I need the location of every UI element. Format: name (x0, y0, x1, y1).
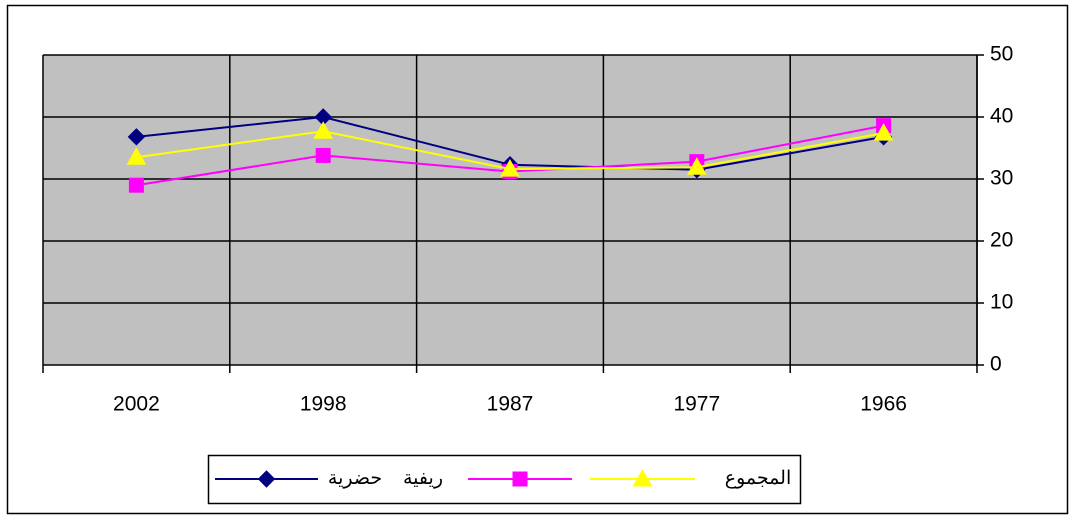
marker (313, 121, 334, 139)
marker (873, 123, 894, 141)
y-tick-label: 20 (990, 229, 1013, 252)
legend-label: حضرية (328, 468, 382, 489)
y-tick-label: 50 (990, 43, 1013, 66)
y-tick-label: 30 (990, 167, 1013, 190)
legend-label: ريفية (403, 468, 443, 489)
legend-label: المجموع (725, 468, 791, 489)
x-tick-label: 1966 (860, 393, 907, 416)
marker (315, 147, 331, 163)
marker (632, 468, 653, 487)
plot-area (43, 55, 977, 365)
marker (686, 157, 707, 175)
marker (500, 159, 520, 177)
x-tick-label: 2002 (113, 393, 160, 416)
y-tick-label: 40 (990, 105, 1013, 128)
y-tick-label: 0 (990, 353, 1002, 376)
marker (257, 470, 276, 488)
y-tick-label: 10 (990, 291, 1013, 314)
x-tick-label: 1977 (673, 393, 720, 416)
marker (127, 128, 146, 146)
marker (126, 147, 147, 165)
x-tick-label: 1987 (487, 393, 534, 416)
marker (512, 471, 528, 487)
marker (128, 177, 144, 193)
x-tick-label: 1998 (300, 393, 347, 416)
